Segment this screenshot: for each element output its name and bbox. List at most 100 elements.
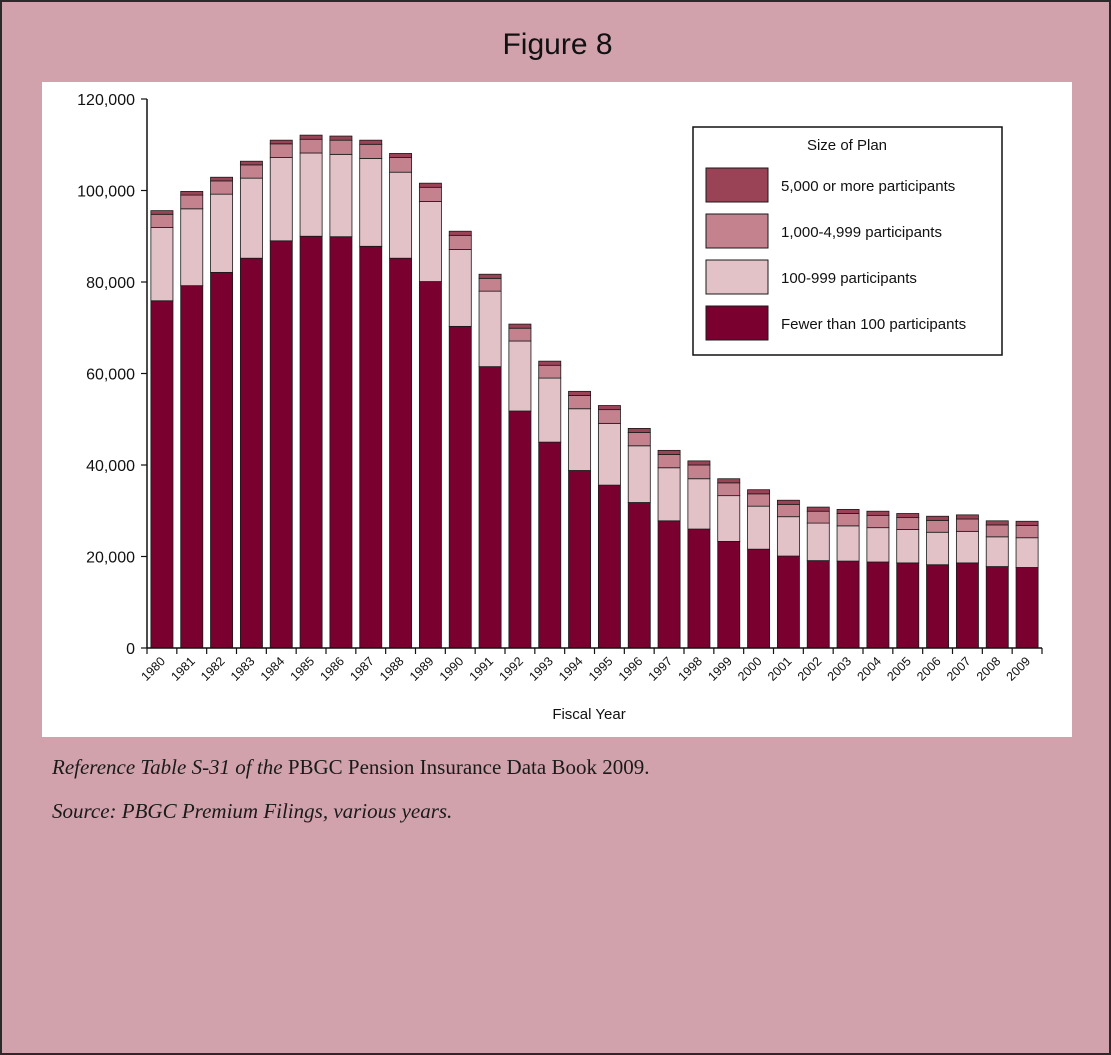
bar-1990-series-1 bbox=[448, 325, 472, 649]
bar-1992-series-3 bbox=[508, 327, 532, 342]
bar-2001-series-1 bbox=[776, 555, 800, 649]
bar-1981-series-2 bbox=[180, 208, 204, 287]
bar-2003-series-2 bbox=[836, 525, 860, 562]
bar-1989-series-3 bbox=[418, 186, 442, 202]
bar-1994-series-1 bbox=[568, 470, 592, 649]
bar-1994-series-4 bbox=[568, 390, 592, 396]
bar-1996-series-1 bbox=[627, 502, 651, 649]
y-tick-label: 20,000 bbox=[86, 550, 135, 567]
bar-2000-series-1 bbox=[747, 548, 771, 649]
x-tick-label: 2009 bbox=[1004, 654, 1034, 684]
bar-1988-series-4 bbox=[389, 153, 413, 158]
bar-2000-series-3 bbox=[747, 493, 771, 507]
legend-label: 5,000 or more participants bbox=[781, 178, 955, 195]
x-tick-label: 1981 bbox=[168, 654, 198, 684]
bar-1982-series-2 bbox=[210, 193, 234, 273]
bar-1999-series-4 bbox=[717, 478, 741, 484]
bar-2001-series-2 bbox=[776, 516, 800, 557]
bar-2005-series-4 bbox=[896, 513, 920, 519]
bar-2007-series-3 bbox=[955, 518, 979, 532]
bar-1986-series-2 bbox=[329, 153, 353, 238]
bar-2005-series-3 bbox=[896, 517, 920, 530]
bar-1997-series-1 bbox=[657, 520, 681, 649]
bar-2001-series-4 bbox=[776, 499, 800, 505]
bar-1998-series-3 bbox=[687, 464, 711, 480]
bar-1998-series-1 bbox=[687, 528, 711, 649]
bar-1996-series-2 bbox=[627, 445, 651, 503]
x-tick-label: 1999 bbox=[705, 654, 735, 684]
x-axis-label: Fiscal Year bbox=[552, 706, 625, 723]
bar-1980-series-4 bbox=[150, 210, 174, 215]
bar-1983-series-1 bbox=[239, 257, 263, 649]
y-tick-label: 0 bbox=[126, 641, 135, 658]
bar-1985-series-1 bbox=[299, 235, 323, 649]
x-tick-label: 1998 bbox=[675, 654, 705, 684]
x-tick-label: 1991 bbox=[467, 654, 497, 684]
bar-1983-series-3 bbox=[239, 164, 263, 179]
bar-2005-series-1 bbox=[896, 562, 920, 649]
legend-items: 5,000 or more participants 1,000-4,999 pa… bbox=[705, 167, 966, 341]
bar-1989-series-1 bbox=[418, 281, 442, 649]
legend-swatch bbox=[705, 305, 769, 341]
bar-2005-series-2 bbox=[896, 529, 920, 564]
bar-1983-series-4 bbox=[239, 160, 263, 166]
x-tick-label: 2001 bbox=[765, 654, 795, 684]
bar-1993-series-2 bbox=[538, 377, 562, 443]
bar-1990-series-4 bbox=[448, 230, 472, 236]
bar-2009-series-2 bbox=[1015, 537, 1039, 568]
bar-1981-series-3 bbox=[180, 194, 204, 210]
bar-2004-series-4 bbox=[866, 510, 890, 516]
axes-group bbox=[141, 98, 1043, 654]
bar-1999-series-2 bbox=[717, 495, 741, 542]
x-tick-label: 2003 bbox=[825, 654, 855, 684]
bar-2006-series-4 bbox=[926, 515, 950, 521]
bar-1980-series-2 bbox=[150, 227, 174, 302]
bar-2002-series-2 bbox=[806, 522, 830, 562]
legend-label: Fewer than 100 participants bbox=[781, 316, 966, 333]
bar-1980-series-1 bbox=[150, 300, 174, 649]
bars-group bbox=[150, 134, 1039, 649]
x-tick-label: 1986 bbox=[317, 654, 347, 684]
x-tick-label: 1996 bbox=[616, 654, 646, 684]
legend-swatch bbox=[705, 167, 769, 203]
bar-2000-series-4 bbox=[747, 489, 771, 495]
legend-swatch bbox=[705, 259, 769, 295]
bar-2006-series-1 bbox=[926, 564, 950, 649]
bar-2001-series-3 bbox=[776, 503, 800, 518]
legend-label: 1,000-4,999 participants bbox=[781, 224, 942, 241]
bar-1982-series-3 bbox=[210, 180, 234, 195]
y-tick-label: 100,000 bbox=[77, 184, 135, 201]
bar-1997-series-4 bbox=[657, 449, 681, 455]
bar-1995-series-2 bbox=[597, 422, 621, 486]
bar-1987-series-1 bbox=[359, 245, 383, 649]
x-tick-label: 1984 bbox=[258, 654, 288, 684]
bar-1992-series-1 bbox=[508, 410, 532, 649]
x-tick-label: 1989 bbox=[407, 654, 437, 684]
bar-1989-series-2 bbox=[418, 201, 442, 282]
bar-1999-series-1 bbox=[717, 540, 741, 649]
x-tick-label: 2005 bbox=[884, 654, 914, 684]
bar-2004-series-1 bbox=[866, 561, 890, 649]
bar-1993-series-4 bbox=[538, 360, 562, 366]
bar-2002-series-4 bbox=[806, 506, 830, 512]
bar-1997-series-2 bbox=[657, 467, 681, 522]
bar-2006-series-3 bbox=[926, 519, 950, 533]
bar-2000-series-2 bbox=[747, 505, 771, 550]
bar-1985-series-3 bbox=[299, 138, 323, 154]
bar-2009-series-1 bbox=[1015, 567, 1039, 649]
bar-2003-series-4 bbox=[836, 508, 860, 514]
bar-1990-series-3 bbox=[448, 234, 472, 250]
x-tick-label: 1993 bbox=[526, 654, 556, 684]
x-tick-label: 1985 bbox=[288, 654, 318, 684]
bar-2003-series-1 bbox=[836, 560, 860, 649]
source-note: Source: PBGC Premium Filings, various ye… bbox=[52, 799, 453, 823]
bar-1983-series-2 bbox=[239, 177, 263, 259]
bar-1991-series-2 bbox=[478, 290, 502, 368]
bar-2008-series-2 bbox=[985, 536, 1009, 567]
bar-1987-series-3 bbox=[359, 143, 383, 159]
bar-2008-series-1 bbox=[985, 566, 1009, 649]
bar-1985-series-4 bbox=[299, 134, 323, 140]
x-tick-label: 1990 bbox=[437, 654, 467, 684]
bar-1999-series-3 bbox=[717, 482, 741, 497]
